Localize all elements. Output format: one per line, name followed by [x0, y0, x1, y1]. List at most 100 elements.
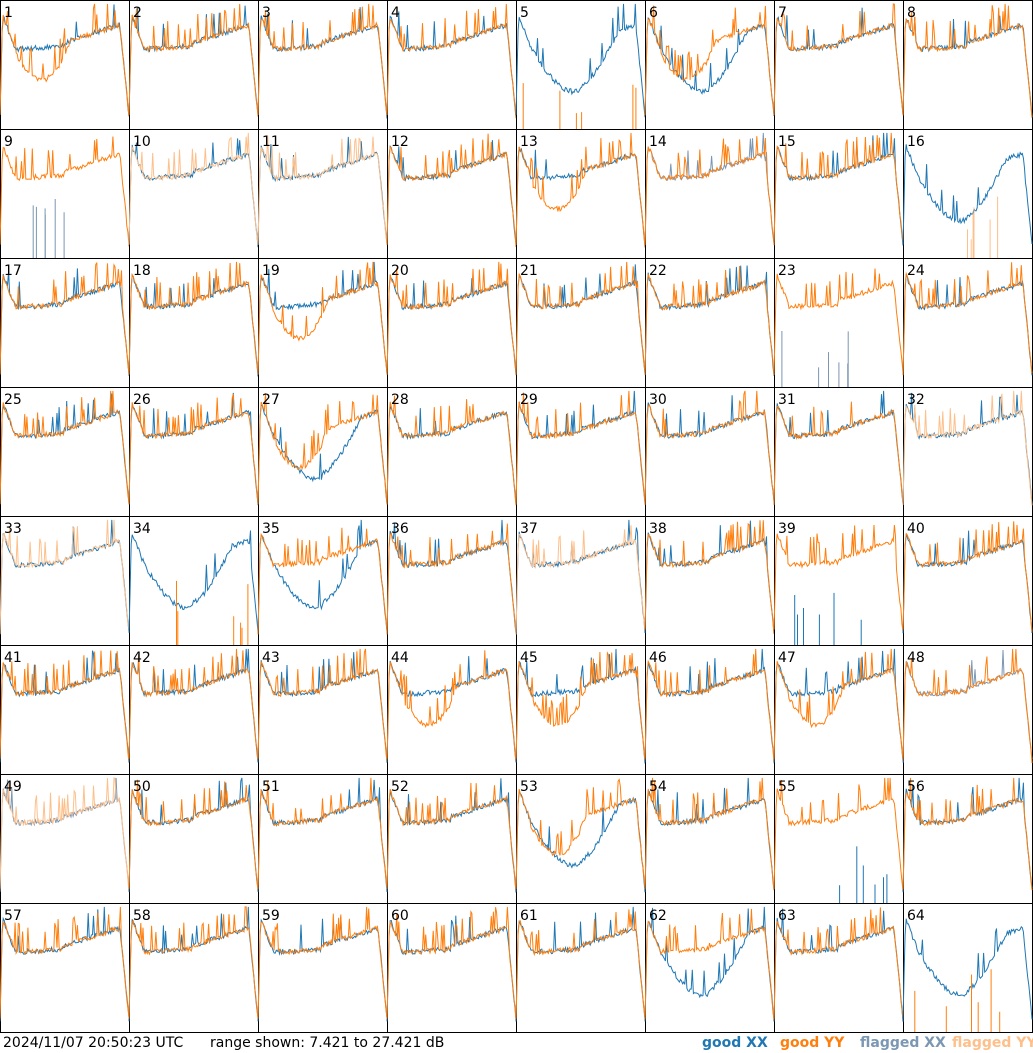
panel-label: 44 — [391, 650, 409, 666]
panel-label: 19 — [262, 263, 280, 279]
panel: 14 — [644, 129, 775, 259]
series-yy — [128, 906, 259, 1020]
panel-label: 43 — [262, 650, 280, 666]
panel-frame — [387, 0, 517, 130]
panel-label: 48 — [907, 650, 925, 666]
panel-label: 4 — [391, 5, 400, 21]
panel: 20 — [386, 258, 517, 388]
series-xx — [128, 530, 259, 633]
panel-label: 36 — [391, 521, 409, 537]
panel: 3 — [257, 0, 388, 130]
series-yy — [257, 135, 388, 245]
panel: 40 — [902, 516, 1033, 646]
series-yy — [0, 390, 130, 505]
panel-label: 16 — [907, 134, 925, 150]
series-yy — [0, 650, 130, 763]
panel: 25 — [0, 387, 130, 517]
panel: 12 — [386, 129, 517, 259]
panel-label: 30 — [649, 392, 667, 408]
panel: 13 — [515, 129, 646, 259]
series-xx — [0, 268, 130, 376]
series-xx — [644, 395, 775, 504]
series-yy — [257, 777, 388, 889]
panel-label: 20 — [391, 263, 409, 279]
series-yy — [386, 261, 517, 375]
series-yy — [515, 909, 646, 1020]
panel-label: 64 — [907, 908, 925, 924]
panel: 42 — [128, 645, 259, 775]
panel: 23 — [773, 258, 904, 388]
series-xx — [386, 519, 517, 634]
series-xx — [902, 649, 1033, 763]
series-xx — [386, 778, 517, 893]
series-yy — [386, 523, 517, 635]
panel: 26 — [128, 387, 259, 517]
series-yy — [128, 261, 259, 375]
panel-label: 23 — [778, 263, 796, 279]
legend-flagged-yy: flagged YY — [952, 1035, 1033, 1051]
series-yy — [773, 524, 904, 632]
series-yy — [386, 3, 517, 119]
series-yy — [773, 3, 904, 116]
series-xx — [257, 652, 388, 763]
series-xx — [386, 656, 517, 763]
panel: 21 — [515, 258, 646, 388]
panel: 16 — [902, 129, 1033, 259]
series-yy — [773, 401, 904, 505]
panel-label: 21 — [520, 263, 538, 279]
series-yy — [644, 5, 775, 116]
series-yy — [0, 262, 130, 375]
series-yy — [902, 262, 1033, 376]
panel: 22 — [644, 258, 775, 388]
panel: 39 — [773, 516, 904, 646]
panel: 55 — [773, 774, 904, 904]
series-yy — [386, 133, 517, 247]
series-yy — [644, 648, 775, 764]
footer: 2024/11/07 20:50:23 UTC range shown: 7.4… — [0, 1033, 1033, 1053]
panel: 5 — [515, 0, 646, 130]
series-xx — [515, 390, 646, 504]
series-yy — [522, 83, 637, 129]
series-xx — [386, 140, 517, 245]
series-yy — [176, 580, 249, 645]
panel: 28 — [386, 387, 517, 517]
series-yy — [902, 777, 1033, 891]
panel: 4 — [386, 0, 517, 130]
series-yy — [515, 778, 646, 890]
series-yy — [257, 393, 388, 505]
series-xx — [644, 16, 775, 117]
series-xx — [902, 918, 1033, 1022]
timestamp: 2024/11/07 20:50:23 UTC — [3, 1035, 184, 1051]
series-xx — [32, 199, 65, 258]
series-yy — [386, 906, 517, 1020]
panel-label: 10 — [133, 134, 151, 150]
series-xx — [644, 777, 775, 893]
panel-label: 41 — [4, 650, 22, 666]
series-yy — [644, 390, 775, 505]
panel-label: 22 — [649, 263, 667, 279]
legend-good-yy: good YY — [780, 1035, 845, 1051]
panel-label: 51 — [262, 779, 280, 795]
panel: 35 — [257, 516, 388, 646]
panel-label: 18 — [133, 263, 151, 279]
range-text: range shown: 7.421 to 27.421 dB — [210, 1035, 445, 1051]
panel-label: 46 — [649, 650, 667, 666]
series-yy — [257, 648, 388, 764]
panel: 38 — [644, 516, 775, 646]
series-xx — [644, 906, 775, 1022]
panel-label: 8 — [907, 5, 916, 21]
panel: 63 — [773, 903, 904, 1033]
panel: 18 — [128, 258, 259, 388]
legend-good-xx: good XX — [702, 1035, 768, 1051]
series-yy — [902, 521, 1033, 632]
series-yy — [902, 390, 1033, 506]
panel-label: 63 — [778, 908, 796, 924]
series-xx — [128, 138, 259, 248]
panel-label: 26 — [133, 392, 151, 408]
series-yy — [902, 648, 1033, 764]
panel: 47 — [773, 645, 904, 775]
series-yy — [0, 906, 130, 1019]
panel-label: 11 — [262, 134, 280, 150]
panel: 10 — [128, 129, 259, 259]
panel: 30 — [644, 387, 775, 517]
